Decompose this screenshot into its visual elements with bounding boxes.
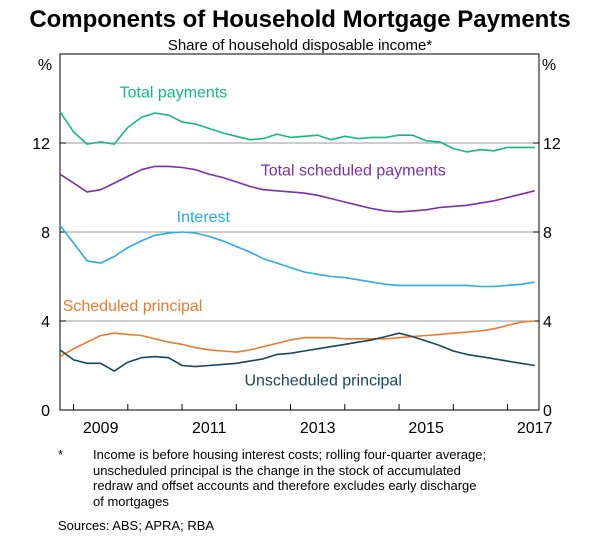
- footnote-line-3: redraw and offset accounts and therefore…: [93, 478, 477, 493]
- right-unit-label: %: [542, 57, 556, 74]
- y-tick-label-right: 8: [543, 225, 552, 242]
- gridlines: [60, 142, 539, 322]
- y-tick-label-left: 8: [41, 225, 50, 242]
- y-tick-label-right: 0: [543, 403, 552, 420]
- chart-notes: * Income is before housing interest cost…: [58, 447, 578, 534]
- series-label-total-payments: Total payments: [120, 84, 228, 101]
- series-label-interest: Interest: [177, 209, 231, 226]
- chart-subtitle: Share of household disposable income*: [168, 37, 433, 54]
- y-axis-right: 0 4 8 12: [533, 136, 561, 420]
- series-label-total-scheduled-payments: Total scheduled payments: [261, 162, 446, 179]
- footnote-marker: *: [58, 447, 64, 462]
- x-tick-label: 2011: [192, 420, 227, 437]
- series-line-unscheduled-principal: [59, 332, 535, 372]
- series-lines: [59, 111, 535, 372]
- series-line-scheduled-principal: [59, 320, 535, 358]
- series-labels: Total payments Total scheduled payments In…: [63, 84, 446, 389]
- y-tick-label-right: 4: [543, 314, 552, 331]
- y-tick-label-left: 12: [32, 136, 50, 153]
- footnote: * Income is before housing interest cost…: [58, 447, 578, 509]
- x-tick-label: 2017: [517, 420, 553, 437]
- y-tick-label-left: 0: [41, 403, 50, 420]
- x-tick-label: 2009: [83, 420, 119, 437]
- footnote-line-4: of mortgages: [93, 493, 169, 509]
- series-label-scheduled-principal: Scheduled principal: [63, 298, 203, 315]
- footnote-line-1: Income is before housing interest costs;…: [93, 447, 487, 462]
- chart-title: Components of Household Mortgage Payment…: [29, 6, 570, 33]
- series-label-unscheduled-principal: Unscheduled principal: [244, 373, 401, 390]
- y-tick-label-right: 12: [543, 136, 561, 153]
- sources: Sources: ABS; APRA; RBA: [58, 518, 215, 533]
- footnote-line-2: unscheduled principal is the change in t…: [93, 462, 461, 478]
- series-line-interest: [59, 224, 535, 288]
- y-axis-left: 0 4 8 12: [32, 136, 66, 420]
- left-unit-label: %: [38, 57, 52, 74]
- x-tick-label: 2015: [408, 420, 444, 437]
- x-axis: 2009 2011 2013 2015 2017: [73, 404, 553, 437]
- series-line-total-payments: [59, 111, 535, 153]
- y-tick-label-left: 4: [41, 314, 50, 331]
- series-line-total-scheduled-payments: [59, 165, 535, 213]
- x-tick-label: 2013: [300, 420, 336, 437]
